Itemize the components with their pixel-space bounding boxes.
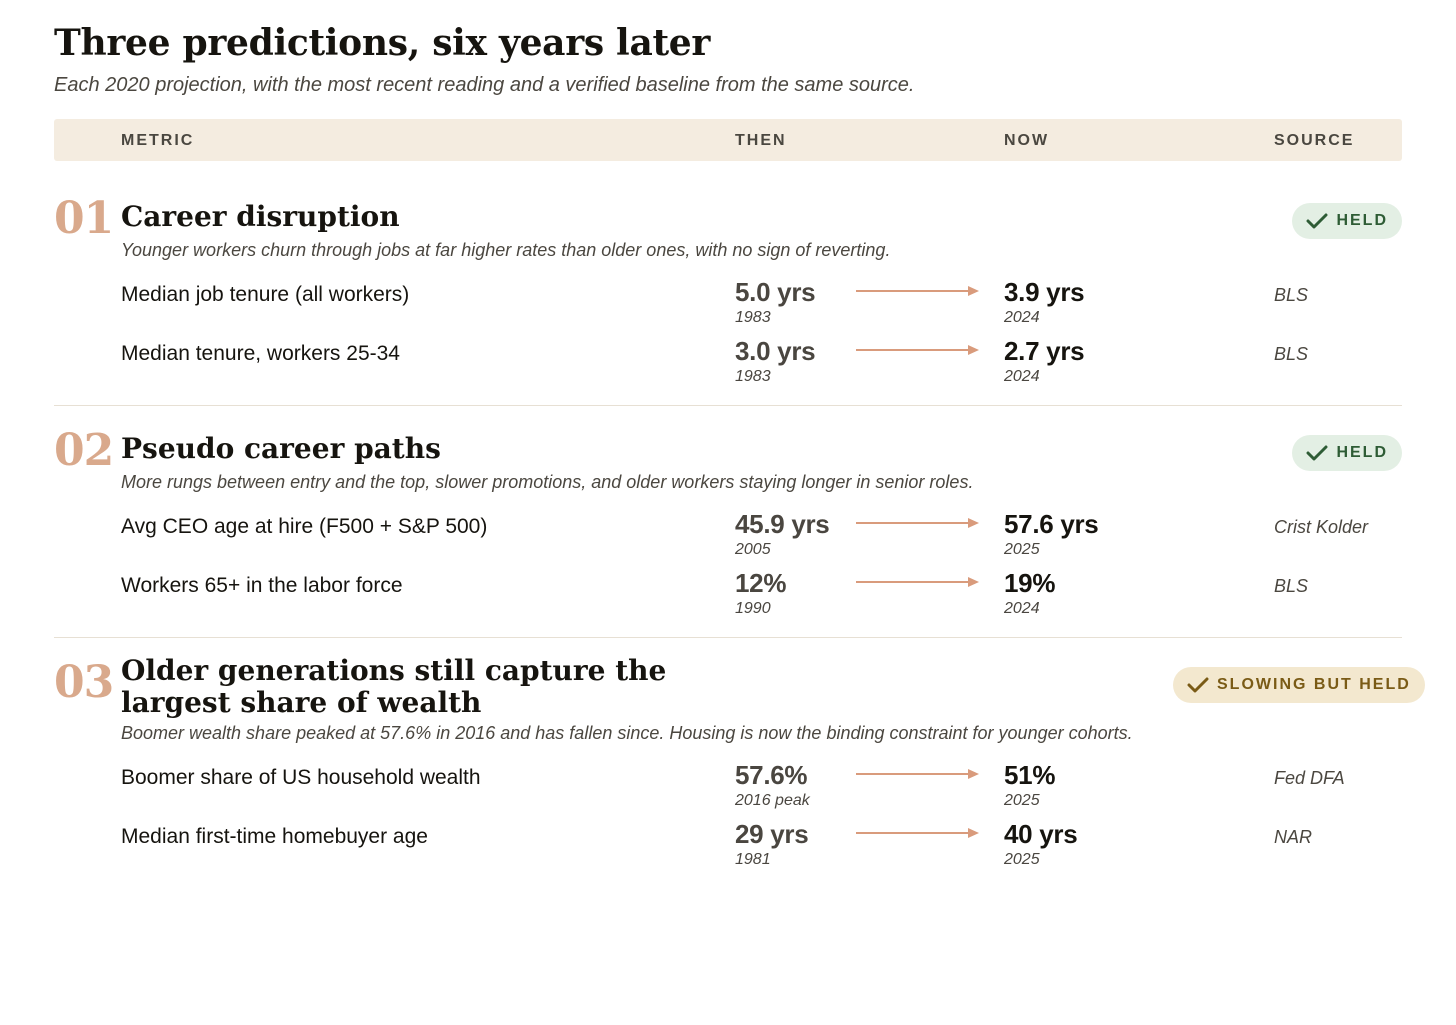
metric-label: Boomer share of US household wealth — [121, 766, 481, 789]
page-title: Three predictions, six years later — [54, 22, 711, 64]
arrow-right-icon — [856, 286, 979, 296]
then-year: 2005 — [735, 541, 771, 558]
then-year: 1981 — [735, 851, 771, 868]
badge-label: HELD — [1336, 444, 1388, 461]
then-value: 29 yrs — [735, 819, 809, 849]
arrow-right-icon — [856, 577, 979, 587]
source-label: BLS — [1274, 285, 1309, 305]
section-title: Career disruption — [121, 200, 400, 233]
now-value: 51% — [1004, 760, 1056, 790]
status-badge-held: HELD — [1292, 203, 1402, 239]
arrow-right-icon — [856, 828, 979, 838]
status-badge-slowing: SLOWING BUT HELD — [1173, 667, 1425, 703]
then-year: 2016 peak — [735, 792, 810, 809]
badge-label: SLOWING BUT HELD — [1217, 676, 1411, 693]
then-year: 1983 — [735, 368, 771, 385]
then-value: 5.0 yrs — [735, 277, 816, 307]
source-label: NAR — [1274, 827, 1313, 847]
then-year: 1983 — [735, 309, 771, 326]
section-divider — [54, 405, 1402, 406]
now-year: 2025 — [1004, 792, 1040, 809]
check-icon — [1306, 213, 1328, 229]
table-row: Median first-time homebuyer age 29 yrs 1… — [54, 819, 1402, 869]
table-header: METRIC THEN NOW SOURCE — [54, 119, 1402, 161]
metric-label: Avg CEO age at hire (F500 + S&P 500) — [121, 515, 488, 538]
table-row: Boomer share of US household wealth 57.6… — [54, 760, 1402, 810]
page-subtitle: Each 2020 projection, with the most rece… — [54, 74, 915, 96]
then-year: 1990 — [735, 600, 771, 617]
section-number: 01 — [54, 193, 114, 244]
arrow-right-icon — [856, 345, 979, 355]
section-title: Pseudo career paths — [121, 432, 441, 465]
check-icon — [1187, 677, 1209, 693]
table-row: Median job tenure (all workers) 5.0 yrs … — [54, 277, 1402, 327]
section-number: 02 — [54, 425, 114, 476]
now-value: 40 yrs — [1004, 819, 1078, 849]
metric-label: Median tenure, workers 25-34 — [121, 342, 400, 365]
source-label: BLS — [1274, 344, 1309, 364]
section-description: More rungs between entry and the top, sl… — [121, 472, 974, 492]
metric-label: Median job tenure (all workers) — [121, 283, 410, 306]
table-row: Avg CEO age at hire (F500 + S&P 500) 45.… — [54, 509, 1402, 559]
source-label: Crist Kolder — [1274, 517, 1369, 537]
header-source: SOURCE — [1274, 132, 1355, 149]
now-year: 2024 — [1004, 600, 1040, 617]
metric-label: Workers 65+ in the labor force — [121, 574, 403, 597]
section-title-line-1: Older generations still capture the — [121, 654, 667, 687]
section-divider — [54, 637, 1402, 638]
now-value: 57.6 yrs — [1004, 509, 1099, 539]
now-year: 2025 — [1004, 851, 1040, 868]
then-value: 3.0 yrs — [735, 336, 816, 366]
then-value: 12% — [735, 568, 787, 598]
source-label: BLS — [1274, 576, 1309, 596]
header-metric: METRIC — [121, 132, 195, 149]
now-year: 2024 — [1004, 368, 1040, 385]
source-label: Fed DFA — [1274, 768, 1345, 788]
then-value: 57.6% — [735, 760, 808, 790]
section-title-line-2: largest share of wealth — [121, 686, 482, 719]
metric-label: Median first-time homebuyer age — [121, 825, 428, 848]
arrow-right-icon — [856, 769, 979, 779]
now-value: 2.7 yrs — [1004, 336, 1085, 366]
then-value: 45.9 yrs — [735, 509, 830, 539]
check-icon — [1306, 445, 1328, 461]
now-value: 3.9 yrs — [1004, 277, 1085, 307]
now-year: 2025 — [1004, 541, 1040, 558]
now-year: 2024 — [1004, 309, 1040, 326]
table-row: Workers 65+ in the labor force 12% 1990 … — [54, 568, 1402, 618]
section-description: Boomer wealth share peaked at 57.6% in 2… — [121, 723, 1133, 743]
section-description: Younger workers churn through jobs at fa… — [121, 240, 891, 260]
table-row: Median tenure, workers 25-34 3.0 yrs 198… — [54, 336, 1402, 386]
header-now: NOW — [1004, 132, 1050, 149]
section-number: 03 — [54, 657, 114, 708]
arrow-right-icon — [856, 518, 979, 528]
badge-label: HELD — [1336, 212, 1388, 229]
header-then: THEN — [735, 132, 787, 149]
status-badge-held: HELD — [1292, 435, 1402, 471]
now-value: 19% — [1004, 568, 1056, 598]
